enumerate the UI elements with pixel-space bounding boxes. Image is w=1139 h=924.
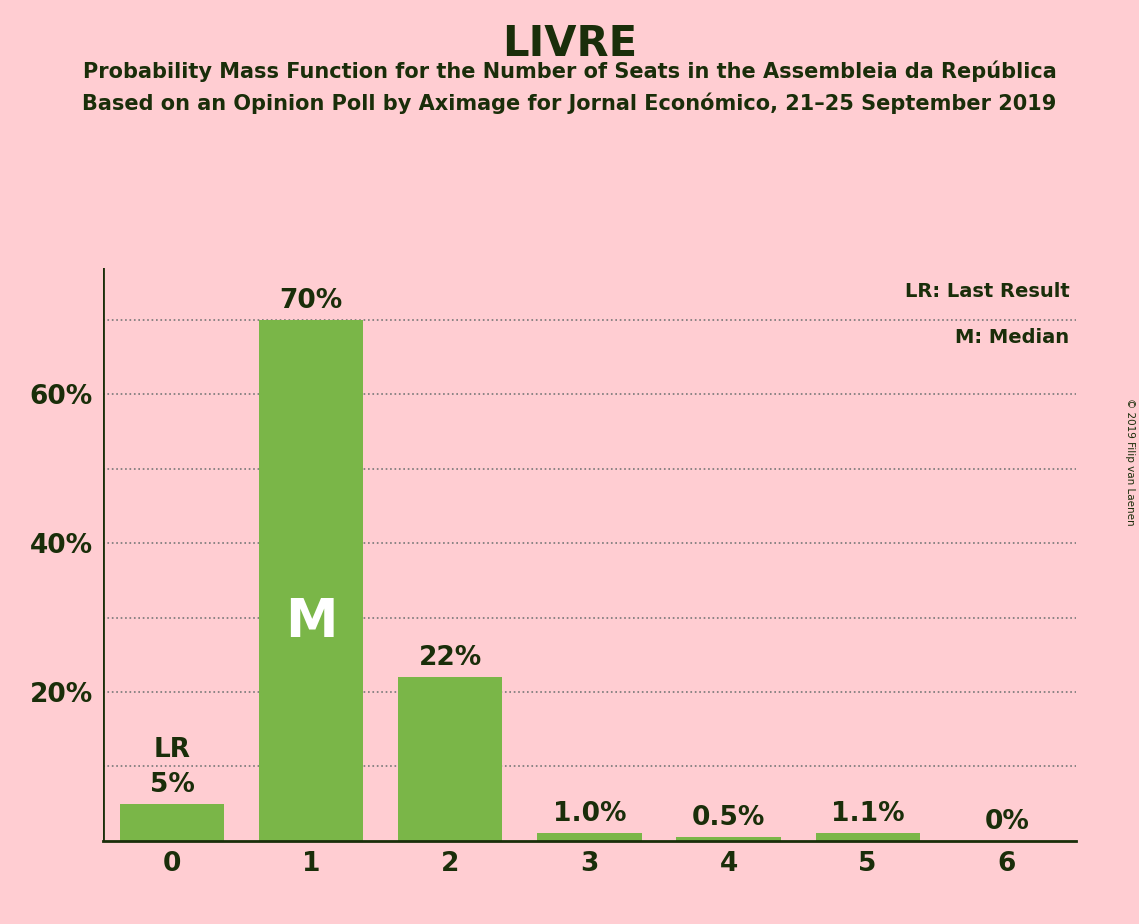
Text: © 2019 Filip van Laenen: © 2019 Filip van Laenen [1125,398,1134,526]
Text: 1.1%: 1.1% [830,801,904,827]
Text: 1.0%: 1.0% [552,801,626,828]
Text: 0.5%: 0.5% [691,805,765,832]
Text: LR: Last Result: LR: Last Result [904,282,1070,301]
Bar [259,320,363,841]
Bar [538,833,641,841]
Bar [677,837,780,841]
Text: M: M [285,596,337,648]
Text: Based on an Opinion Poll by Aximage for Jornal Económico, 21–25 September 2019: Based on an Opinion Poll by Aximage for … [82,92,1057,114]
Text: LIVRE: LIVRE [502,23,637,65]
Text: Probability Mass Function for the Number of Seats in the Assembleia da República: Probability Mass Function for the Number… [83,60,1056,81]
Text: 5%: 5% [149,772,195,797]
Text: 22%: 22% [419,645,482,671]
Text: 70%: 70% [279,288,343,314]
Text: M: Median: M: Median [956,328,1070,347]
Bar [120,804,224,841]
Text: 0%: 0% [984,808,1030,835]
Text: LR: LR [154,736,190,762]
Bar [399,677,502,841]
Bar [816,833,920,841]
